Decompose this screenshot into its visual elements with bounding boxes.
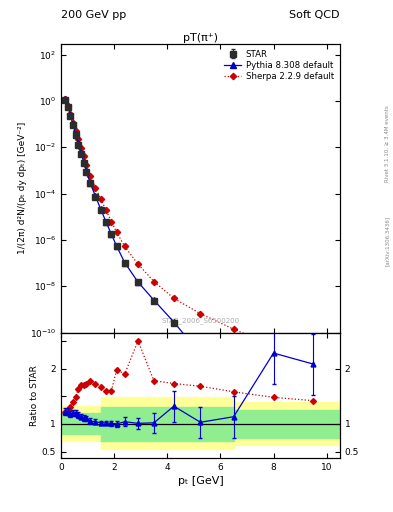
- Sherpa 2.2.9 default: [81, 153, 86, 159]
- Sherpa 2.2.9 default: [98, 196, 103, 202]
- Sherpa 2.2.9 default: [73, 128, 78, 134]
- Sherpa 2.2.9 default: [109, 219, 114, 225]
- Sherpa 2.2.9 default: [79, 144, 83, 151]
- Sherpa 2.2.9 default: [88, 173, 92, 179]
- Y-axis label: 1/(2π) d²N/(pₜ dy dpₜ) [GeV⁻²]: 1/(2π) d²N/(pₜ dy dpₜ) [GeV⁻²]: [18, 122, 27, 254]
- Pythia 8.308 default: [73, 131, 78, 137]
- Sherpa 2.2.9 default: [76, 136, 81, 142]
- Text: STAR_2006_S6500200: STAR_2006_S6500200: [162, 317, 239, 324]
- Pythia 8.308 default: [271, 438, 276, 444]
- Sherpa 2.2.9 default: [171, 295, 176, 302]
- Text: [arXiv:1306.3436]: [arXiv:1306.3436]: [385, 216, 389, 266]
- Text: Soft QCD: Soft QCD: [290, 10, 340, 20]
- Sherpa 2.2.9 default: [62, 96, 67, 102]
- Line: Sherpa 2.2.9 default: Sherpa 2.2.9 default: [62, 97, 316, 364]
- Pythia 8.308 default: [79, 150, 83, 156]
- Sherpa 2.2.9 default: [104, 207, 108, 214]
- Pythia 8.308 default: [88, 180, 92, 186]
- Pythia 8.308 default: [93, 193, 98, 199]
- Sherpa 2.2.9 default: [136, 261, 140, 267]
- Sherpa 2.2.9 default: [68, 111, 73, 117]
- Title: pT(π⁺): pT(π⁺): [183, 33, 218, 42]
- Sherpa 2.2.9 default: [114, 229, 119, 236]
- Pythia 8.308 default: [84, 167, 88, 174]
- Pythia 8.308 default: [231, 390, 236, 396]
- Sherpa 2.2.9 default: [198, 311, 203, 317]
- Line: Pythia 8.308 default: Pythia 8.308 default: [62, 96, 316, 470]
- Pythia 8.308 default: [68, 112, 73, 118]
- Sherpa 2.2.9 default: [122, 243, 127, 249]
- Sherpa 2.2.9 default: [70, 120, 75, 126]
- Pythia 8.308 default: [76, 140, 81, 146]
- Pythia 8.308 default: [70, 121, 75, 127]
- Pythia 8.308 default: [171, 319, 176, 325]
- Sherpa 2.2.9 default: [271, 343, 276, 349]
- Pythia 8.308 default: [98, 206, 103, 212]
- Pythia 8.308 default: [311, 464, 316, 470]
- Pythia 8.308 default: [114, 243, 119, 249]
- Pythia 8.308 default: [198, 351, 203, 357]
- Sherpa 2.2.9 default: [65, 103, 70, 109]
- Sherpa 2.2.9 default: [93, 185, 98, 191]
- Pythia 8.308 default: [65, 103, 70, 109]
- Text: Rivet 3.1.10, ≥ 3.4M events: Rivet 3.1.10, ≥ 3.4M events: [385, 105, 389, 182]
- Pythia 8.308 default: [122, 260, 127, 266]
- Pythia 8.308 default: [62, 96, 67, 102]
- Pythia 8.308 default: [109, 231, 114, 238]
- Sherpa 2.2.9 default: [311, 359, 316, 365]
- Sherpa 2.2.9 default: [152, 279, 156, 285]
- Pythia 8.308 default: [152, 297, 156, 303]
- Text: 200 GeV pp: 200 GeV pp: [61, 10, 126, 20]
- X-axis label: pₜ [GeV]: pₜ [GeV]: [178, 476, 223, 486]
- Sherpa 2.2.9 default: [231, 326, 236, 332]
- Pythia 8.308 default: [104, 219, 108, 225]
- Pythia 8.308 default: [136, 279, 140, 285]
- Y-axis label: Ratio to STAR: Ratio to STAR: [30, 365, 39, 426]
- Legend: STAR, Pythia 8.308 default, Sherpa 2.2.9 default: STAR, Pythia 8.308 default, Sherpa 2.2.9…: [222, 48, 336, 82]
- Sherpa 2.2.9 default: [84, 162, 88, 168]
- Pythia 8.308 default: [81, 159, 86, 165]
